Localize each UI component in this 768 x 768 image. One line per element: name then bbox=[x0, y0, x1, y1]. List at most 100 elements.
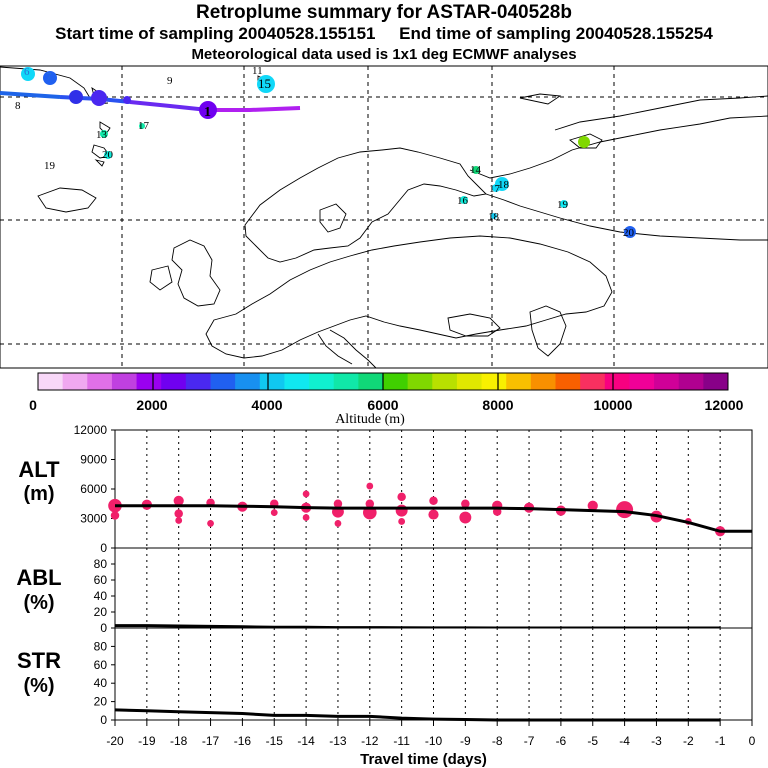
day-label: 20 bbox=[623, 227, 635, 239]
colorbar-swatch bbox=[284, 373, 310, 390]
x-tick-label: -5 bbox=[587, 734, 598, 748]
y-tick-label: 60 bbox=[94, 658, 108, 672]
cluster-20 bbox=[104, 151, 112, 159]
scatter-point bbox=[334, 520, 342, 527]
chart-title: Retroplume summary for ASTAR-040528b bbox=[196, 2, 572, 23]
cluster-15 bbox=[257, 75, 275, 93]
x-tick-label: -19 bbox=[138, 734, 156, 748]
colorbar-swatch bbox=[358, 373, 384, 390]
y-tick-label: 3000 bbox=[80, 512, 107, 526]
colorbar-swatch bbox=[506, 373, 532, 390]
colorbar-swatch bbox=[210, 373, 236, 390]
series-line bbox=[115, 504, 752, 533]
x-tick-label: -15 bbox=[266, 734, 284, 748]
end-time-label: End time of sampling 20040528.155254 bbox=[399, 24, 713, 43]
colorbar-swatch bbox=[629, 373, 655, 390]
colorbar-tick: 8000 bbox=[482, 397, 513, 413]
colorbar-label: Altitude (m) bbox=[335, 412, 405, 427]
x-tick-label: -7 bbox=[524, 734, 535, 748]
day-label: 7 bbox=[46, 71, 52, 83]
colorbar-swatch bbox=[161, 373, 187, 390]
scatter-point bbox=[398, 518, 406, 525]
day-label: 6 bbox=[24, 66, 30, 78]
cluster-20b bbox=[624, 226, 636, 238]
x-tick-label: -2 bbox=[683, 734, 694, 748]
series-line bbox=[114, 708, 721, 722]
scatter-point bbox=[397, 492, 406, 502]
x-tick-label: -17 bbox=[202, 734, 220, 748]
y-tick-label: 60 bbox=[94, 573, 108, 587]
day-label: 14 bbox=[470, 164, 482, 176]
cluster-17b bbox=[492, 184, 500, 192]
y-tick-label: 0 bbox=[100, 621, 107, 635]
abl-panel: 0 20 40 60 80 bbox=[94, 547, 753, 635]
colorbar-swatch bbox=[235, 373, 261, 390]
panel-titles: ALT (m) ABL (%) STR (%) bbox=[16, 457, 61, 697]
met-data-label: Meteorological data used is 1x1 deg ECMW… bbox=[191, 46, 577, 63]
colorbar-swatch bbox=[407, 373, 433, 390]
colorbar-swatch bbox=[654, 373, 680, 390]
colorbar-swatch bbox=[185, 373, 211, 390]
y-tick-label: 80 bbox=[94, 557, 108, 571]
scatter-point bbox=[366, 482, 374, 490]
trajectory-clusters bbox=[21, 67, 636, 238]
day-label: 13 bbox=[96, 129, 108, 141]
day-label: 1 bbox=[204, 105, 211, 120]
colorbar-swatch bbox=[530, 373, 556, 390]
y-tick-label: 80 bbox=[94, 639, 108, 653]
colorbar-swatch bbox=[555, 373, 581, 390]
x-tick-label: 0 bbox=[749, 734, 756, 748]
cluster-7 bbox=[43, 71, 57, 85]
abl-title: ABL bbox=[16, 565, 61, 590]
x-tick-label: -8 bbox=[492, 734, 503, 748]
y-tick-label: 6000 bbox=[80, 482, 107, 496]
scatter-point bbox=[175, 517, 183, 524]
y-tick-label: 20 bbox=[94, 695, 108, 709]
colorbar-swatch bbox=[383, 373, 409, 390]
scatter-point bbox=[173, 495, 184, 506]
x-axis-label: Travel time (days) bbox=[360, 751, 487, 768]
colorbar-swatch bbox=[703, 373, 729, 390]
cluster-day3 bbox=[123, 96, 131, 104]
day-label: 18 bbox=[498, 179, 510, 191]
colorbar-swatch bbox=[604, 373, 630, 390]
cluster-14 bbox=[472, 166, 480, 174]
cluster-18c bbox=[578, 136, 590, 148]
x-tick-label: -4 bbox=[619, 734, 630, 748]
str-panel: 0 20 40 60 80 bbox=[94, 627, 753, 727]
y-tick-label: 40 bbox=[94, 676, 108, 690]
cluster-day5a bbox=[69, 90, 83, 104]
y-tick-label: 0 bbox=[100, 713, 107, 727]
x-tick-label: -6 bbox=[556, 734, 567, 748]
day-label: 19 bbox=[557, 199, 569, 211]
sampling-times: Start time of sampling 20040528.155151 E… bbox=[0, 24, 768, 44]
cluster-16 bbox=[460, 196, 468, 204]
scatter-point bbox=[587, 500, 598, 511]
colorbar-tick: 6000 bbox=[367, 397, 398, 413]
scatter-point bbox=[270, 509, 278, 516]
x-tick-label: -20 bbox=[106, 734, 124, 748]
x-tick-label: -1 bbox=[715, 734, 726, 748]
day-label: 19 bbox=[44, 160, 56, 172]
cluster-1 bbox=[199, 101, 217, 119]
scatter-point bbox=[110, 511, 120, 520]
day-label: 15 bbox=[258, 76, 271, 91]
scatter-point bbox=[333, 499, 343, 508]
y-tick-label: 0 bbox=[100, 541, 107, 555]
alt-unit: (m) bbox=[23, 483, 54, 505]
scatter-point bbox=[429, 496, 438, 506]
day-label: 17 bbox=[138, 120, 150, 132]
y-tick-label: 9000 bbox=[80, 453, 107, 467]
colorbar-swatch bbox=[432, 373, 458, 390]
cluster-17 bbox=[139, 123, 145, 129]
scatter-point bbox=[365, 499, 375, 508]
cluster-day4 bbox=[91, 90, 107, 106]
y-tick-label: 20 bbox=[94, 605, 108, 619]
cluster-13 bbox=[100, 130, 108, 138]
colorbar-tick: 10000 bbox=[594, 397, 633, 413]
scatter-point bbox=[395, 504, 408, 517]
x-tick-label: -10 bbox=[425, 734, 443, 748]
map-frame bbox=[0, 65, 768, 369]
cluster-18b bbox=[491, 213, 497, 219]
